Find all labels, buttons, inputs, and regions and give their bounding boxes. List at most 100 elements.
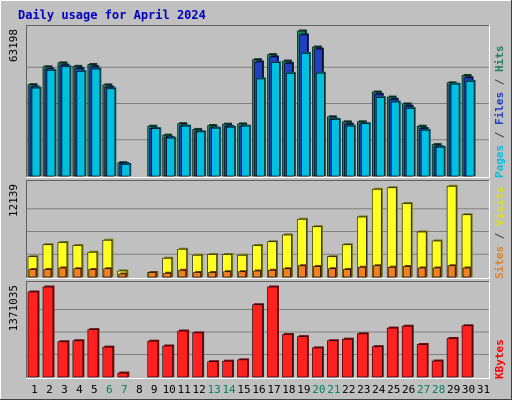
kbytes-panel-bar-kbytes (147, 339, 160, 378)
x-tick-label: 12 (193, 383, 206, 396)
kbytes-panel-bar-kbytes (27, 290, 40, 378)
kbytes-panel-bar-kbytes (237, 358, 250, 378)
hits-panel-bar-pages (390, 100, 401, 177)
kbytes-panel-bar-kbytes-face (416, 344, 428, 378)
visits-panel-bar-sites-face (432, 267, 441, 278)
visits-panel-scale-label: 12139 (7, 184, 20, 217)
hits-panel-side-label-part: Hits (493, 46, 506, 73)
kbytes-panel-bar-kbytes-face (72, 340, 84, 378)
visits-panel-bar-sites (402, 265, 412, 278)
visits-panel-side-label: Sites / Visits (493, 186, 506, 279)
kbytes-panel-bar-kbytes (267, 285, 279, 378)
hits-panel-bar-pages-face (226, 127, 235, 177)
visits-panel-bar-visits-face (446, 185, 457, 278)
hits-panel-bar-pages-face (405, 108, 415, 177)
visits-panel-bar-sites (163, 271, 173, 278)
visits-panel-bar-sites (88, 268, 98, 278)
kbytes-panel-bar-kbytes (222, 359, 235, 378)
visits-panel-bar-sites-face (298, 265, 306, 278)
kbytes-panel-bar-kbytes-face (117, 372, 129, 378)
visits-panel-bar-sites-face (283, 268, 291, 278)
kbytes-panel-bar-kbytes (252, 303, 265, 378)
visits-panel-bar-sites-face (178, 269, 186, 278)
kbytes-panel-bar-kbytes (371, 345, 384, 378)
hits-panel-bar-pages (465, 79, 476, 177)
x-tick-label: 20 (312, 383, 325, 396)
visits-panel-bar-sites (417, 266, 427, 278)
x-tick-label: 23 (357, 383, 370, 396)
visits-panel-bar-sites-face (103, 268, 112, 278)
hits-panel-bar-pages (61, 65, 72, 177)
hits-panel-bar-pages (450, 82, 461, 177)
kbytes-panel-bar-kbytes-face (371, 346, 383, 378)
visits-panel-bar-sites (148, 271, 158, 278)
visits-panel-bar-sites (372, 264, 382, 278)
visits-panel-bar-sites-face (357, 266, 366, 278)
visits-panel-bar-sites-face (148, 272, 157, 278)
hits-panel-bar-pages-face (435, 147, 445, 177)
visits-panel-bar-sites-face (447, 265, 456, 278)
hits-panel-bar-pages (286, 71, 296, 177)
visits-panel-bar-sites (432, 266, 442, 278)
hits-panel-bar-pages (121, 163, 132, 177)
kbytes-panel-bar-kbytes-face (431, 360, 443, 378)
visits-panel-bar-sites-face (223, 271, 231, 278)
x-tick-label: 3 (61, 383, 68, 396)
visits-panel-bar-sites-face (387, 266, 396, 278)
kbytes-panel-bar-kbytes-face (192, 332, 203, 378)
hits-panel-bar-pages-face (106, 88, 116, 177)
x-tick-label: 4 (76, 383, 83, 396)
hits-panel-bar-pages (181, 124, 192, 177)
panels-layer: 63198 Pages / Files / Hits 12139 Sites / Vi… (7, 25, 506, 379)
hits-panel-side-label-part: Pages (493, 145, 506, 178)
visits-panel-bar-sites (238, 270, 248, 278)
kbytes-panel-bar-kbytes-face (297, 336, 308, 378)
kbytes-panel-bar-kbytes (431, 359, 444, 378)
hits-panel-bar-pages-face (166, 137, 176, 177)
hits-panel-side-label-part: / (493, 125, 506, 145)
hits-panel-side-label: Pages / Files / Hits (493, 46, 506, 179)
kbytes-panel-scale-label: 1371035 (7, 285, 20, 331)
hits-panel-bar-pages (271, 61, 281, 177)
visits-panel-bar-sites (253, 269, 263, 278)
kbytes-panel-bar-kbytes-face (237, 359, 248, 378)
visits-panel-bar-sites (462, 266, 472, 278)
hits-panel-bars (27, 29, 476, 177)
visits-panel-bar-sites-face (268, 269, 276, 278)
x-tick-label: 5 (91, 383, 98, 396)
hits-panel-bar-pages (346, 124, 356, 177)
visits-panel-side-label-part: Visits (493, 186, 506, 226)
visits-panel-bar-sites (223, 270, 233, 278)
hits-panel-bar-pages (241, 124, 252, 177)
kbytes-panel-bar-kbytes (461, 324, 474, 378)
kbytes-panel-bar-kbytes-face (446, 338, 458, 378)
hits-panel-bar-pages-face (331, 119, 340, 177)
x-tick-label: 1 (31, 383, 38, 396)
hits-panel-bar-pages-face (346, 125, 355, 177)
hits-panel-bar-pages (331, 118, 341, 177)
kbytes-panel-bar-kbytes (42, 285, 55, 378)
kbytes-panel-bar-kbytes (312, 346, 324, 378)
hits-panel-bar-pages-face (465, 81, 475, 177)
visits-panel-bar-sites (343, 268, 352, 278)
x-axis-labels: 1 2 3 4 5 6 7 8 9 10 11 12 13 14 15 16 17 18 19 20 21 22 23 24 2… (31, 383, 490, 396)
visits-panel-bar-sites-face (253, 270, 261, 278)
kbytes-panel-bar-kbytes (342, 337, 354, 378)
visits-panel-bar-sites-face (43, 269, 52, 278)
kbytes-panel-bar-kbytes (72, 339, 85, 378)
kbytes-panel-bar-kbytes-face (87, 329, 99, 378)
visits-panel: 12139 Sites / Visits (7, 180, 506, 279)
visits-panel-bar-visits (446, 184, 458, 278)
kbytes-panel-bar-kbytes-face (147, 340, 159, 378)
visits-panel-bar-visits-face (386, 187, 397, 278)
visits-panel-bar-sites (178, 268, 188, 278)
kbytes-panel-bar-kbytes-face (177, 330, 188, 378)
kbytes-panel-bar-kbytes (327, 339, 339, 378)
hits-panel-bar-pages-face (121, 164, 131, 177)
kbytes-panel-bar-kbytes (207, 360, 220, 378)
kbytes-panel-side-label: KBytes (493, 339, 506, 379)
hits-panel-bar-pages-face (76, 71, 86, 177)
visits-panel-bar-sites (103, 267, 113, 278)
x-tick-label: 19 (297, 383, 310, 396)
